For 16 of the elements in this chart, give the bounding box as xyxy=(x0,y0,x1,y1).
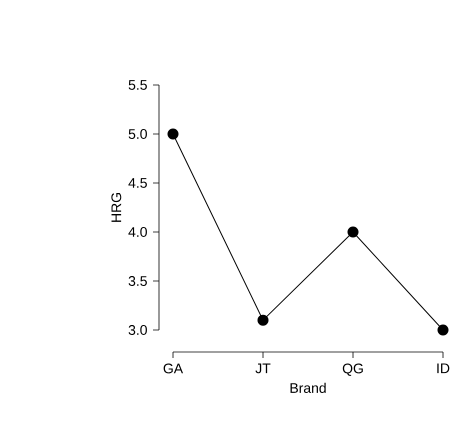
y-tick-label: 5.0 xyxy=(128,129,147,139)
point xyxy=(348,226,359,238)
point xyxy=(168,128,179,140)
y-tick-label: 4.5 xyxy=(128,178,147,188)
y-tick-label: 5.5 xyxy=(128,80,147,90)
x-axis-title: Brand xyxy=(290,382,326,393)
y-tick-label: 3.5 xyxy=(128,276,147,286)
x-tick-label: ID xyxy=(437,364,450,374)
y-tick-label: 3.0 xyxy=(128,325,147,335)
x-tick-label: QG xyxy=(342,364,363,376)
point xyxy=(258,314,269,326)
point xyxy=(438,324,449,336)
y-tick-label: 4.0 xyxy=(128,227,147,237)
x-tick-label: JT xyxy=(255,364,270,374)
x-tick-label: GA xyxy=(164,364,184,374)
y-axis-title: HRG xyxy=(111,193,122,222)
